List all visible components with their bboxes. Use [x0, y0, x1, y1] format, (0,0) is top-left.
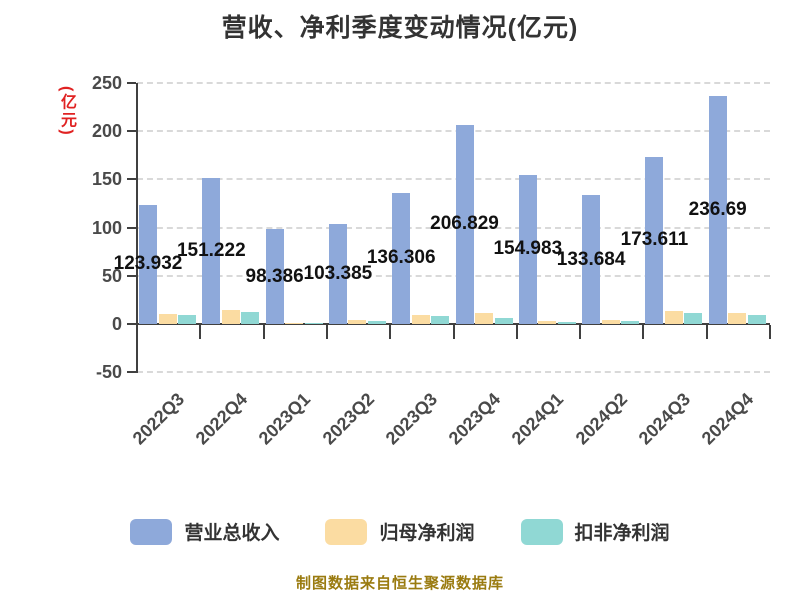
- value-label-2023Q4: 206.829: [430, 213, 499, 235]
- x-tick-2023Q3: [452, 325, 455, 339]
- x-tick-2024Q4: [769, 325, 771, 339]
- bar-营业总收入-2023Q1: [265, 229, 284, 324]
- value-label-2024Q1: 154.983: [493, 238, 563, 260]
- bar-扣非净利润-2024Q3: [684, 312, 703, 324]
- x-tick-2023Q2: [389, 325, 392, 339]
- bar-营业总收入-2022Q4: [202, 178, 221, 324]
- bar-营业总收入-2023Q4: [455, 124, 474, 324]
- bar-归母净利润-2023Q3: [411, 314, 430, 324]
- bar-扣非净利润-2024Q2: [621, 320, 640, 324]
- x-axis-zero-line: [137, 323, 770, 325]
- bar-扣非净利润-2023Q1: [304, 323, 323, 324]
- y-tick-label--50: -50: [95, 362, 122, 383]
- y-tick-label-200: 200: [91, 121, 122, 142]
- bar-营业总收入-2022Q3: [139, 204, 157, 324]
- gridline-150: [137, 178, 770, 181]
- value-label-2023Q2: 103.385: [303, 263, 373, 285]
- x-tick-2024Q2: [642, 325, 645, 339]
- value-label-2024Q4: 236.69: [688, 198, 747, 220]
- legend-label-non-gaap-net-profit: 扣非净利润: [574, 523, 670, 544]
- bar-归母净利润-2024Q1: [538, 321, 557, 324]
- bar-扣非净利润-2023Q4: [494, 318, 513, 324]
- bar-归母净利润-2024Q3: [664, 310, 683, 324]
- legend-item-total-revenue: 营业总收入: [130, 518, 279, 545]
- value-label-2023Q1: 98.386: [245, 265, 304, 287]
- value-label-2024Q2: 133.684: [556, 248, 626, 270]
- y-tick-100: [127, 226, 136, 229]
- value-label-2024Q3: 173.611: [620, 229, 689, 251]
- gridline-50: [137, 274, 770, 277]
- bar-营业总收入-2024Q3: [645, 156, 664, 324]
- legend-swatch-net-profit: [325, 518, 368, 545]
- x-tick-2023Q4: [515, 325, 518, 339]
- legend: 营业总收入 归母净利润 扣非净利润: [0, 518, 800, 545]
- bar-扣非净利润-2024Q1: [557, 321, 576, 324]
- bar-营业总收入-2023Q3: [392, 192, 411, 324]
- legend-swatch-total-revenue: [130, 518, 173, 545]
- gridline-250: [137, 82, 770, 84]
- bar-归母净利润-2024Q4: [728, 313, 747, 324]
- y-tick-200: [127, 130, 136, 133]
- gridline--50: [137, 371, 770, 374]
- value-label-2023Q3: 136.306: [366, 247, 436, 269]
- bar-归母净利润-2023Q4: [475, 312, 493, 324]
- x-tick-2024Q3: [705, 325, 708, 339]
- bar-营业总收入-2023Q2: [328, 224, 347, 324]
- gridline-100: [137, 226, 770, 229]
- legend-label-total-revenue: 营业总收入: [184, 523, 280, 544]
- bar-归母净利润-2023Q2: [348, 320, 367, 324]
- y-axis-spine: [136, 83, 138, 373]
- y-axis-unit-label: (亿元): [58, 86, 75, 137]
- bar-营业总收入-2024Q4: [708, 95, 727, 324]
- gridline-200: [137, 130, 770, 133]
- y-tick-label-0: 0: [111, 314, 122, 334]
- x-tick-2022Q4: [262, 325, 265, 339]
- bar-营业总收入-2024Q2: [582, 195, 601, 324]
- y-tick-label-50: 50: [101, 265, 122, 286]
- x-tick-2023Q1: [325, 325, 328, 339]
- chart-title: 营收、净利季度变动情况(亿元): [221, 14, 579, 42]
- value-label-2022Q4: 151.222: [176, 240, 246, 262]
- bar-营业总收入-2024Q1: [518, 174, 537, 324]
- bar-归母净利润-2022Q4: [221, 309, 240, 324]
- value-label-2022Q3: 123.932: [113, 253, 183, 275]
- y-tick-label-100: 100: [91, 217, 122, 238]
- legend-item-non-gaap-net-profit: 扣非净利润: [520, 518, 670, 545]
- x-tick-2022Q3: [199, 325, 202, 339]
- bar-扣非净利润-2022Q3: [178, 314, 196, 324]
- y-tick-label-150: 150: [91, 169, 122, 190]
- bar-扣非净利润-2024Q4: [747, 314, 766, 324]
- y-tick-0: [127, 323, 136, 325]
- legend-label-net-profit: 归母净利润: [379, 523, 475, 544]
- bar-归母净利润-2024Q2: [601, 319, 620, 324]
- y-tick-label-250: 250: [91, 73, 122, 93]
- y-tick--50: [127, 371, 136, 374]
- data-source-note: 制图数据来自恒生聚源数据库: [295, 575, 504, 592]
- bar-扣非净利润-2022Q4: [241, 312, 260, 324]
- bar-归母净利润-2022Q3: [158, 313, 177, 324]
- y-tick-50: [127, 274, 136, 277]
- bar-扣非净利润-2023Q3: [431, 316, 450, 324]
- y-tick-250: [127, 82, 136, 84]
- bar-归母净利润-2023Q1: [285, 323, 304, 324]
- x-tick-2024Q1: [579, 325, 582, 339]
- legend-swatch-non-gaap-net-profit: [520, 518, 563, 545]
- bar-扣非净利润-2023Q2: [367, 320, 386, 324]
- legend-item-net-profit: 归母净利润: [325, 518, 475, 545]
- y-tick-150: [127, 178, 136, 181]
